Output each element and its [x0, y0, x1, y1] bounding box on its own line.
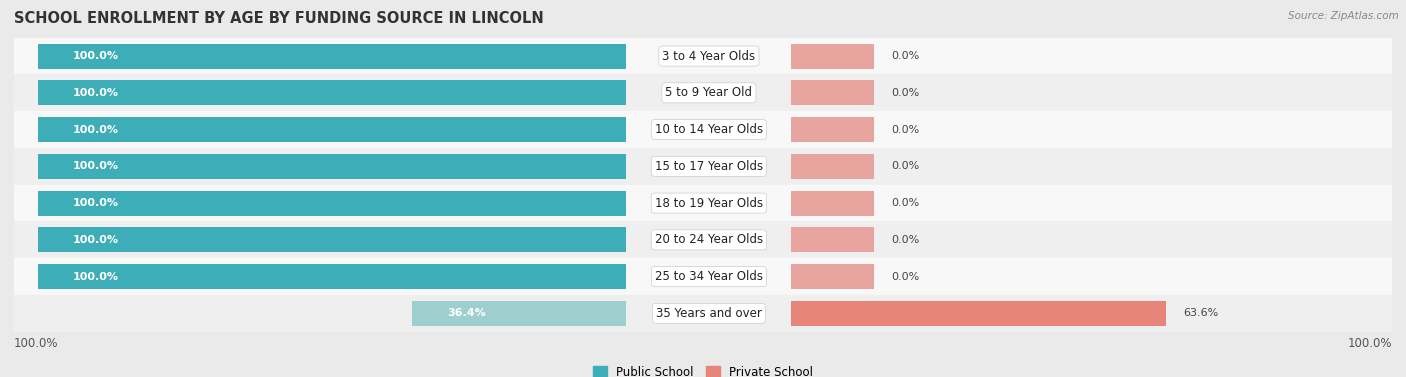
Text: 0.0%: 0.0%: [891, 88, 920, 98]
Text: 100.0%: 100.0%: [73, 235, 120, 245]
Legend: Public School, Private School: Public School, Private School: [593, 366, 813, 377]
Text: 0.0%: 0.0%: [891, 235, 920, 245]
Bar: [792, 80, 873, 105]
Text: 100.0%: 100.0%: [73, 124, 120, 135]
Bar: [14, 258, 1392, 295]
Text: 100.0%: 100.0%: [1347, 337, 1392, 350]
Text: 100.0%: 100.0%: [73, 51, 120, 61]
Text: 100.0%: 100.0%: [73, 271, 120, 282]
Text: 5 to 9 Year Old: 5 to 9 Year Old: [665, 86, 752, 99]
Bar: [38, 227, 627, 252]
Text: 35 Years and over: 35 Years and over: [657, 307, 762, 320]
Bar: [792, 44, 873, 69]
Bar: [792, 154, 873, 179]
Text: 25 to 34 Year Olds: 25 to 34 Year Olds: [655, 270, 763, 283]
Text: 15 to 17 Year Olds: 15 to 17 Year Olds: [655, 160, 763, 173]
Bar: [14, 185, 1392, 222]
Bar: [38, 80, 627, 105]
Text: 0.0%: 0.0%: [891, 161, 920, 172]
Text: 10 to 14 Year Olds: 10 to 14 Year Olds: [655, 123, 763, 136]
Bar: [792, 191, 873, 216]
Bar: [38, 44, 627, 69]
Bar: [14, 148, 1392, 185]
Bar: [14, 75, 1392, 111]
Text: 0.0%: 0.0%: [891, 124, 920, 135]
Bar: [792, 264, 873, 289]
Bar: [792, 227, 873, 252]
Text: 0.0%: 0.0%: [891, 198, 920, 208]
Text: 100.0%: 100.0%: [73, 198, 120, 208]
Bar: [792, 117, 873, 142]
Text: Source: ZipAtlas.com: Source: ZipAtlas.com: [1288, 11, 1399, 21]
Bar: [14, 222, 1392, 258]
Text: 3 to 4 Year Olds: 3 to 4 Year Olds: [662, 50, 755, 63]
Bar: [14, 295, 1392, 332]
Text: 0.0%: 0.0%: [891, 271, 920, 282]
Text: 0.0%: 0.0%: [891, 51, 920, 61]
Text: 63.6%: 63.6%: [1184, 308, 1219, 319]
Bar: [38, 191, 627, 216]
Text: 18 to 19 Year Olds: 18 to 19 Year Olds: [655, 197, 763, 210]
Text: 100.0%: 100.0%: [73, 88, 120, 98]
Bar: [14, 111, 1392, 148]
Text: SCHOOL ENROLLMENT BY AGE BY FUNDING SOURCE IN LINCOLN: SCHOOL ENROLLMENT BY AGE BY FUNDING SOUR…: [14, 11, 544, 26]
Bar: [792, 301, 1166, 326]
Text: 20 to 24 Year Olds: 20 to 24 Year Olds: [655, 233, 763, 246]
Bar: [38, 154, 627, 179]
Text: 100.0%: 100.0%: [73, 161, 120, 172]
Text: 36.4%: 36.4%: [447, 308, 486, 319]
Bar: [412, 301, 627, 326]
Bar: [14, 38, 1392, 75]
Bar: [38, 117, 627, 142]
Bar: [38, 264, 627, 289]
Text: 100.0%: 100.0%: [14, 337, 59, 350]
